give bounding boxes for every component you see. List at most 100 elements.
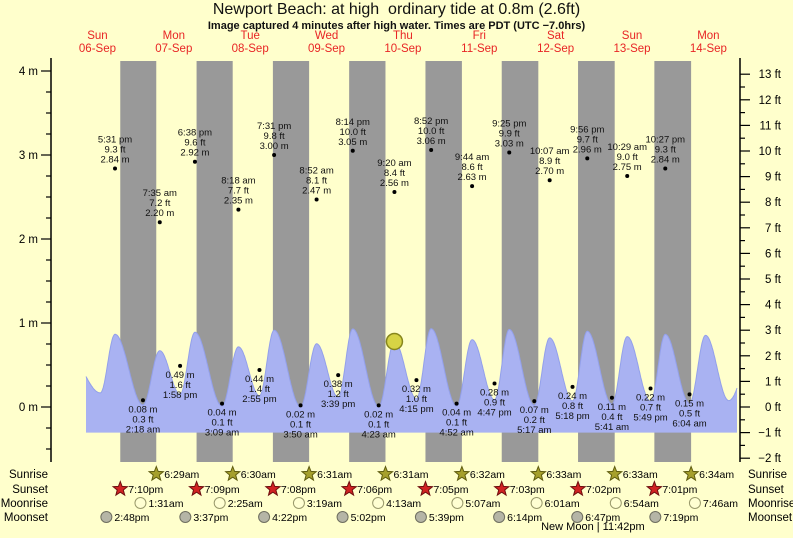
tide-annotation: 9:25 pm9.9 ft3.03 m bbox=[492, 118, 527, 155]
day-name-label: Mon bbox=[697, 30, 719, 42]
high-tide-label: 9:44 am bbox=[455, 152, 489, 163]
tide-curve-line bbox=[85, 328, 738, 408]
sunset-star-icon bbox=[264, 480, 282, 497]
day-name-label: Sun bbox=[87, 30, 107, 42]
high-tide-label: 2.56 m bbox=[380, 178, 409, 189]
sunrise-time: 6:34am bbox=[699, 469, 734, 481]
low-tide-label: 0.02 m bbox=[286, 409, 315, 420]
sunset-time: 7:06pm bbox=[357, 484, 392, 496]
tide-point bbox=[257, 368, 262, 373]
moonset-circle-icon bbox=[179, 511, 192, 523]
sunrise-star-icon bbox=[300, 465, 318, 482]
tide-annotation: 9:20 am8.4 ft2.56 m bbox=[377, 158, 412, 194]
high-tide-label: 7.2 ft bbox=[149, 198, 170, 209]
low-tide-label: 5:18 pm bbox=[555, 411, 589, 422]
right-tick-label: 12 ft bbox=[759, 95, 782, 107]
right-tick-label: 13 ft bbox=[759, 69, 782, 81]
right-tick-label: 6 ft bbox=[765, 248, 782, 260]
low-tide-label: 3:50 am bbox=[283, 429, 317, 440]
low-tide-label: 0.1 ft bbox=[446, 418, 467, 429]
moonrise-time: 3:19am bbox=[307, 498, 342, 510]
moonrise-circle-icon bbox=[292, 497, 305, 509]
high-tide-label: 2.96 m bbox=[573, 144, 602, 155]
tide-annotation: 9:56 pm9.7 ft2.96 m bbox=[570, 124, 605, 161]
low-tide-label: 0.4 ft bbox=[601, 412, 622, 423]
high-tide-label: 2.35 m bbox=[224, 196, 253, 207]
tide-annotation: 0.07 m0.2 ft5:17 am bbox=[517, 399, 552, 436]
day-date-label: 06-Sep bbox=[79, 43, 116, 55]
tide-point bbox=[429, 147, 434, 152]
moonset-time: 6:14pm bbox=[507, 512, 542, 524]
low-tide-label: 0.44 m bbox=[245, 374, 274, 385]
low-tide-label: 4:15 pm bbox=[399, 404, 433, 415]
moonset-circle-icon bbox=[571, 511, 584, 523]
right-tick-label: 8 ft bbox=[765, 197, 782, 209]
moonrise-circle-icon bbox=[530, 497, 543, 509]
moonrise-time: 6:01am bbox=[545, 498, 580, 510]
moonset-time: 4:22pm bbox=[272, 512, 307, 524]
row-label-right: Sunrise bbox=[748, 469, 787, 481]
tide-annotation: 10:29 am9.0 ft2.75 m bbox=[607, 142, 647, 178]
tide-point bbox=[314, 197, 319, 202]
day-name-label: Mon bbox=[163, 30, 185, 42]
low-tide-label: 0.5 ft bbox=[679, 408, 700, 419]
day-name-label: Thu bbox=[393, 30, 413, 42]
high-tide-label: 9.3 ft bbox=[655, 144, 676, 155]
sunrise-star-icon bbox=[376, 465, 394, 482]
high-tide-label: 10:27 pm bbox=[645, 134, 685, 145]
tide-annotation: 5:31 pm9.3 ft2.84 m bbox=[98, 134, 132, 171]
tide-point bbox=[178, 363, 183, 368]
low-tide-label: 0.9 ft bbox=[484, 397, 505, 408]
sunrise-time: 6:32am bbox=[470, 469, 505, 481]
moonset-circle-icon bbox=[336, 511, 349, 523]
tide-annotation: 7:31 pm9.8 ft3.00 m bbox=[257, 121, 291, 157]
high-tide-label: 9.6 ft bbox=[184, 138, 205, 149]
high-tide-label: 8:18 am bbox=[221, 176, 255, 187]
sunset-star-icon bbox=[188, 480, 206, 497]
sunset-star-icon bbox=[340, 480, 358, 497]
tide-point bbox=[625, 174, 630, 178]
right-tick-label: 11 ft bbox=[759, 120, 781, 132]
day-date-label: 08-Sep bbox=[232, 43, 269, 55]
right-tick-label: 1 ft bbox=[765, 376, 782, 388]
chart-subtitle: Image captured 4 minutes after high wate… bbox=[207, 20, 586, 32]
sunset-star-icon bbox=[111, 480, 129, 497]
moonset-time: 7:19pm bbox=[663, 512, 698, 524]
left-tick-label: 1 m bbox=[19, 318, 38, 330]
tide-point bbox=[507, 150, 512, 155]
tide-annotation: 0.04 m0.1 ft3:09 am bbox=[205, 401, 239, 439]
tide-point bbox=[663, 166, 668, 171]
tide-annotation: 0.04 m0.1 ft4:52 am bbox=[439, 401, 474, 439]
right-tick-label: 5 ft bbox=[765, 274, 782, 286]
tide-annotation: 0.49 m1.6 ft1:58 pm bbox=[163, 363, 197, 401]
tide-point bbox=[570, 384, 575, 389]
high-tide-label: 8:52 pm bbox=[414, 116, 448, 127]
moonrise-time: 6:54am bbox=[624, 498, 659, 510]
capture-marker-icon bbox=[385, 332, 404, 351]
sunrise-star-icon bbox=[147, 465, 165, 482]
tide-annotation: 0.15 m0.5 ft6:04 am bbox=[672, 392, 707, 429]
tide-point bbox=[140, 398, 145, 403]
low-tide-label: 0.8 ft bbox=[562, 401, 583, 412]
tide-annotation: 0.32 m1.0 ft4:15 pm bbox=[399, 378, 434, 415]
tide-point bbox=[236, 207, 241, 212]
moonrise-time: 1:31am bbox=[148, 498, 183, 510]
moonrise-circle-icon bbox=[688, 497, 701, 509]
high-tide-label: 9:20 am bbox=[377, 158, 411, 169]
tide-annotation: 0.24 m0.8 ft5:18 pm bbox=[555, 384, 590, 422]
sunrise-star-icon bbox=[529, 465, 547, 482]
high-tide-label: 5:31 pm bbox=[98, 134, 132, 145]
sunrise-star-icon bbox=[453, 465, 471, 482]
low-tide-label: 2:18 am bbox=[126, 424, 160, 435]
moonset-circle-icon bbox=[649, 511, 662, 523]
moonrise-circle-icon bbox=[451, 497, 464, 509]
tide-annotation: 0.44 m1.4 ft2:55 pm bbox=[242, 368, 277, 405]
sunset-star-icon bbox=[569, 480, 587, 497]
sunset-time: 7:01pm bbox=[662, 484, 697, 496]
tide-point bbox=[414, 378, 419, 383]
low-tide-label: 0.15 m bbox=[675, 398, 704, 409]
tide-point bbox=[687, 392, 692, 397]
tide-point bbox=[492, 381, 497, 386]
tide-annotation: 8:18 am7.7 ft2.35 m bbox=[221, 176, 256, 212]
